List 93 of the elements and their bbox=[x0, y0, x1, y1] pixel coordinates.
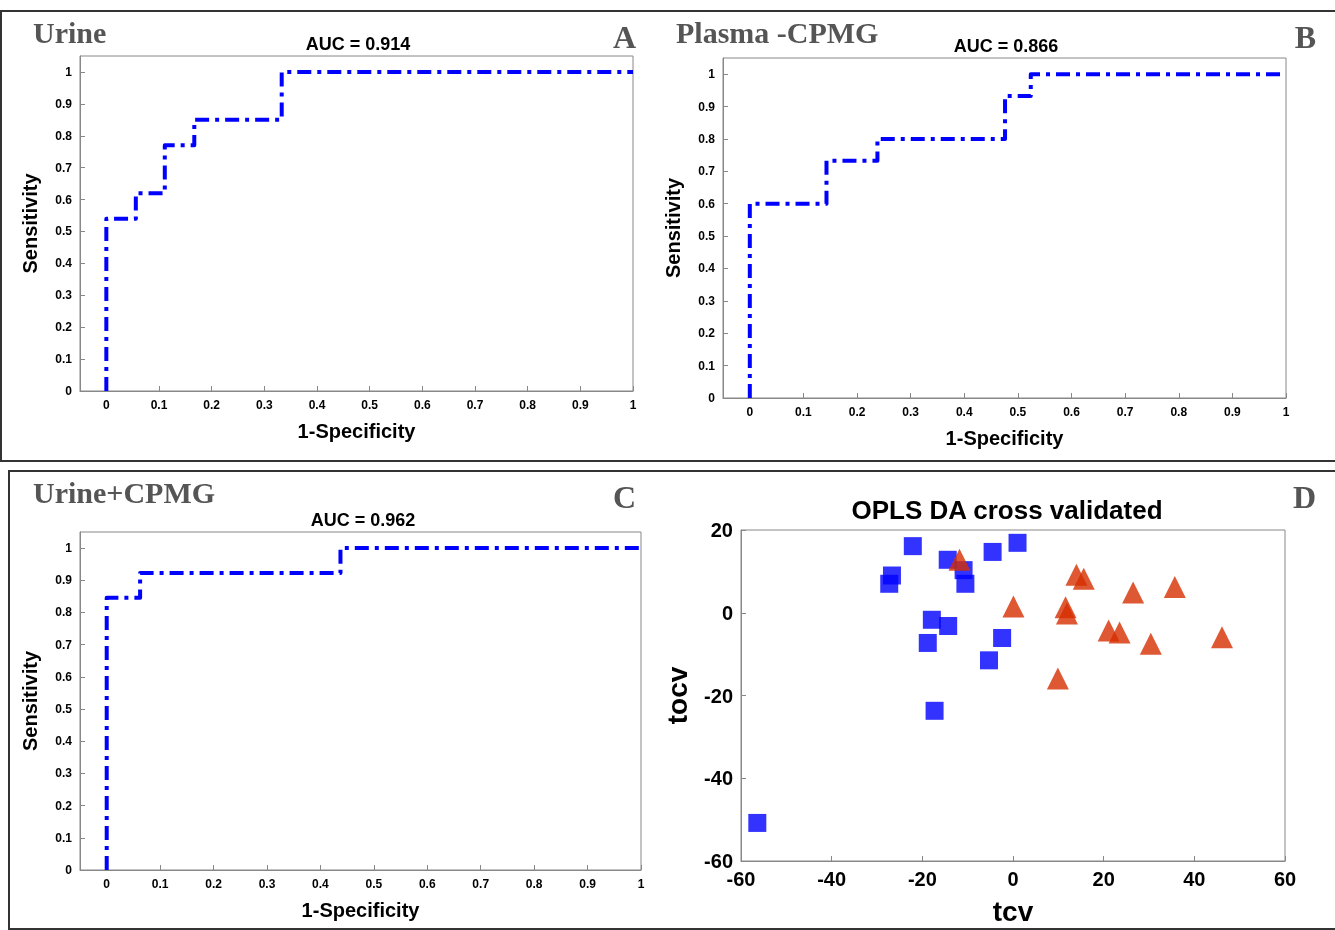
x-tick-label: 0.1 bbox=[151, 877, 169, 891]
x-tick-label: 0.4 bbox=[308, 398, 326, 412]
x-axis-title: 1-Specificity bbox=[945, 427, 1065, 449]
x-axis-title: 1-Specificity bbox=[301, 899, 421, 921]
x-tick-label: 0.6 bbox=[413, 398, 431, 412]
text: C bbox=[612, 479, 636, 515]
x-tick-label: 20 bbox=[1092, 868, 1115, 890]
x-axis-title: 1-Specificity bbox=[297, 420, 417, 442]
y-tick-label: 0.4 bbox=[698, 261, 716, 276]
x-tick-label: 0.9 bbox=[579, 877, 597, 891]
y-tick-label: 0.4 bbox=[55, 734, 73, 749]
chart-title: OPLS DA cross validated bbox=[851, 495, 1163, 525]
x-tick-label: -40 bbox=[817, 868, 847, 890]
x-tick-label: 0 bbox=[1007, 868, 1019, 890]
y-tick-label: 0.8 bbox=[698, 131, 716, 146]
x-axis-title: tcv bbox=[992, 895, 1034, 927]
y-tick-label: -20 bbox=[704, 684, 733, 707]
y-tick-label: 0.1 bbox=[55, 352, 73, 367]
y-tick-label: 0.5 bbox=[55, 224, 73, 239]
x-tick-label: 1 bbox=[1282, 405, 1290, 419]
chart-title: Urine+CPMG bbox=[33, 475, 216, 509]
y-tick-label: 0.8 bbox=[55, 605, 73, 620]
x-tick-label: 0.7 bbox=[466, 398, 484, 412]
x-tick-label: -20 bbox=[907, 868, 937, 890]
y-axis-title: Sensitivity bbox=[19, 172, 41, 274]
y-tick-label: 0.2 bbox=[55, 798, 73, 813]
y-tick-label: 0.3 bbox=[55, 766, 73, 781]
y-tick-label: 0.6 bbox=[55, 192, 73, 207]
y-axis-title: tocv bbox=[661, 666, 693, 725]
y-tick-label: 0.6 bbox=[698, 196, 716, 211]
x-tick-label: 0.2 bbox=[848, 405, 866, 419]
y-tick-label: 0.1 bbox=[55, 830, 73, 845]
chart-subtitle: AUC = 0.866 bbox=[953, 36, 1059, 56]
text: D bbox=[1292, 479, 1316, 515]
x-tick-label: 0.4 bbox=[312, 877, 330, 891]
x-tick-label: 0.9 bbox=[571, 398, 589, 412]
chart-title: Plasma -CPMG bbox=[676, 15, 879, 49]
y-tick-label: 0.9 bbox=[698, 99, 716, 114]
y-tick-label: 0 bbox=[721, 601, 733, 624]
y-tick-label: 20 bbox=[710, 519, 733, 541]
x-tick-label: 0.1 bbox=[150, 398, 168, 412]
y-tick-label: 0.2 bbox=[698, 326, 716, 341]
x-tick-label: 0.7 bbox=[472, 877, 490, 891]
x-tick-label: 40 bbox=[1183, 868, 1206, 890]
y-tick-label: 0.7 bbox=[55, 160, 73, 175]
x-tick-label: 0 bbox=[103, 877, 111, 891]
y-tick-label: 0.3 bbox=[55, 288, 73, 303]
text: A bbox=[612, 19, 636, 55]
x-tick-label: 0 bbox=[102, 398, 110, 412]
y-tick-label: 0.5 bbox=[55, 702, 73, 717]
y-tick-label: 0.9 bbox=[55, 96, 73, 111]
x-tick-label: 0.6 bbox=[1063, 405, 1081, 419]
x-tick-label: 0 bbox=[746, 405, 754, 419]
y-tick-label: 0.7 bbox=[698, 164, 716, 179]
x-tick-label: 0.2 bbox=[205, 877, 223, 891]
x-tick-label: 0.1 bbox=[795, 405, 813, 419]
x-tick-label: 0.3 bbox=[255, 398, 273, 412]
x-tick-label: 0.6 bbox=[418, 877, 436, 891]
x-tick-label: 0.5 bbox=[361, 398, 379, 412]
x-tick-label: 0.8 bbox=[1170, 405, 1188, 419]
x-tick-label: 0.2 bbox=[203, 398, 221, 412]
x-tick-label: 0.7 bbox=[1116, 405, 1134, 419]
y-axis-title: Sensitivity bbox=[662, 177, 684, 279]
x-tick-label: 0.5 bbox=[365, 877, 383, 891]
y-tick-label: 0.7 bbox=[55, 637, 73, 652]
y-tick-label: 1 bbox=[65, 64, 73, 79]
x-tick-label: 0.9 bbox=[1224, 405, 1242, 419]
y-tick-label: 0.5 bbox=[698, 229, 716, 244]
chart-title: Urine bbox=[33, 15, 107, 49]
x-tick-label: 0.3 bbox=[902, 405, 920, 419]
x-tick-label: 0.4 bbox=[955, 405, 973, 419]
x-tick-label: 1 bbox=[629, 398, 637, 412]
y-tick-label: 0.1 bbox=[698, 358, 716, 373]
y-tick-label: 0 bbox=[65, 384, 73, 398]
y-tick-label: 0.9 bbox=[55, 573, 73, 588]
y-tick-label: 0.8 bbox=[55, 128, 73, 143]
y-tick-label: 1 bbox=[708, 67, 716, 82]
x-tick-label: 0.8 bbox=[519, 398, 537, 412]
y-tick-label: 0.6 bbox=[55, 669, 73, 684]
x-tick-label: 0.8 bbox=[525, 877, 543, 891]
y-tick-label: 0.2 bbox=[55, 320, 73, 335]
y-tick-label: -40 bbox=[704, 767, 733, 790]
chart-subtitle: AUC = 0.962 bbox=[310, 510, 416, 530]
x-tick-label: 1 bbox=[637, 877, 645, 891]
x-tick-label: 0.3 bbox=[258, 877, 276, 891]
y-tick-label: 0.3 bbox=[698, 293, 716, 308]
x-tick-label: 60 bbox=[1273, 868, 1297, 890]
chart-subtitle: AUC = 0.914 bbox=[305, 34, 411, 54]
y-tick-label: 0.4 bbox=[55, 256, 73, 271]
y-axis-title: Sensitivity bbox=[19, 650, 41, 752]
text: B bbox=[1294, 19, 1316, 55]
x-tick-label: 0.5 bbox=[1009, 405, 1027, 419]
y-tick-label: 1 bbox=[65, 541, 73, 556]
